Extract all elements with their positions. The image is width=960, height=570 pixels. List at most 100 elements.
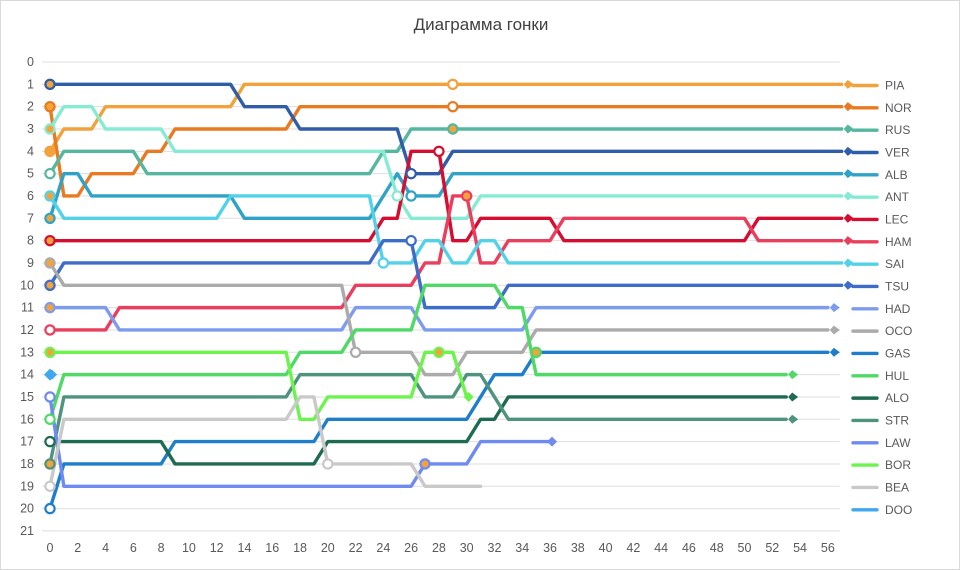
- legend-item-HAD: HAD: [851, 302, 911, 316]
- retire-diamond-BOR: [463, 391, 474, 402]
- y-tick-label: 3: [27, 122, 34, 136]
- x-tick-label: 28: [432, 541, 446, 555]
- driver-line-RUS: [48, 127, 844, 176]
- legend-item-ANT: ANT: [851, 190, 910, 204]
- x-tick-label: 30: [460, 541, 474, 555]
- finish-arrow-VER: [843, 146, 854, 156]
- pit-marker-HAM: [461, 190, 473, 202]
- legend-item-PIA: PIA: [851, 79, 904, 93]
- legend-label-TSU: TSU: [885, 279, 909, 293]
- start-marker-PIA: [44, 145, 56, 158]
- start-marker-BEA: [44, 480, 56, 492]
- pit-marker-LAW: [419, 458, 431, 470]
- y-tick-label: 19: [20, 479, 34, 493]
- legend-item-LAW: LAW: [851, 436, 911, 450]
- driver-line-TSU: [48, 238, 844, 310]
- x-tick-label: 34: [515, 541, 529, 555]
- start-marker-OCO: [44, 257, 56, 269]
- finish-arrow-NOR: [843, 102, 854, 112]
- driver-line-ALB: [48, 171, 844, 221]
- driver-line-OCO: [48, 261, 830, 377]
- legend-label-HUL: HUL: [885, 369, 909, 383]
- legend-item-OCO: OCO: [851, 324, 912, 338]
- x-tick-label: 18: [293, 541, 307, 555]
- start-marker-DOO: [44, 368, 56, 381]
- y-tick-label: 1: [27, 77, 34, 91]
- driver-line-ANT: [48, 104, 844, 221]
- legend-label-ALB: ALB: [885, 168, 908, 182]
- x-tick-label: 20: [321, 541, 335, 555]
- x-tick-label: 16: [265, 541, 279, 555]
- pit-marker-BEA: [322, 458, 334, 470]
- legend-item-RUS: RUS: [851, 123, 910, 137]
- start-marker-HUL: [44, 413, 56, 425]
- pit-marker-NOR: [447, 100, 459, 113]
- x-tick-label: 50: [738, 541, 752, 555]
- y-tick-label: 5: [27, 167, 34, 181]
- y-tick-label: 14: [20, 368, 34, 382]
- pit-marker-RUS: [447, 123, 459, 135]
- x-tick-label: 4: [102, 541, 109, 555]
- y-tick-label: 11: [21, 301, 34, 315]
- legend-item-VER: VER: [851, 145, 910, 159]
- x-tick-label: 52: [765, 541, 779, 555]
- legend: PIA NOR RUS VER ALB ANT LEC HAM SAI TSU HAD OCO GAS H…: [851, 79, 912, 517]
- legend-item-HAM: HAM: [851, 235, 912, 249]
- x-tick-label: 10: [182, 541, 196, 555]
- start-marker-HAD: [44, 301, 56, 314]
- driver-line-SAI: [48, 194, 844, 265]
- legend-item-NOR: NOR: [851, 101, 912, 115]
- driver-line-ALO: [48, 395, 788, 466]
- x-tick-label: 46: [682, 541, 696, 555]
- legend-label-DOO: DOO: [885, 503, 912, 517]
- y-tick-label: 8: [27, 234, 34, 248]
- legend-label-GAS: GAS: [885, 346, 910, 360]
- y-tick-label: 16: [20, 412, 34, 426]
- y-tick-label: 15: [20, 390, 34, 404]
- finish-arrow-PIA: [843, 79, 854, 89]
- legend-label-LEC: LEC: [885, 212, 909, 226]
- driver-line-GAS: [48, 350, 830, 511]
- driver-line-LAW: [48, 395, 552, 488]
- pit-marker-SAI: [377, 257, 390, 269]
- legend-label-ALO: ALO: [885, 391, 909, 405]
- finish-arrow-ALB: [843, 169, 854, 179]
- start-marker-NOR: [44, 100, 56, 113]
- finish-arrow-HUL: [788, 370, 799, 380]
- start-marker-STR: [44, 458, 56, 470]
- pit-marker-BOR: [433, 346, 445, 358]
- finish-arrow-TSU: [843, 280, 854, 290]
- retire-diamond-LAW: [547, 436, 558, 447]
- x-tick-label: 56: [821, 541, 835, 555]
- x-tick-label: 36: [543, 541, 557, 555]
- driver-lines: [48, 82, 844, 511]
- pit-marker-ANT: [391, 190, 403, 202]
- y-tick-label: 9: [27, 256, 34, 270]
- x-tick-label: 26: [404, 541, 418, 555]
- start-marker-LEC: [44, 234, 56, 247]
- y-tick-label: 20: [20, 502, 34, 516]
- x-tick-label: 42: [626, 541, 640, 555]
- finish-arrow-HAD: [829, 303, 840, 313]
- start-marker-ANT: [44, 123, 56, 135]
- driver-line-HUL: [48, 283, 788, 421]
- finish-arrow-GAS: [829, 347, 840, 357]
- driver-line-BEA: [48, 395, 483, 488]
- start-marker-TSU: [44, 279, 56, 291]
- pit-marker-PIA: [447, 78, 459, 91]
- legend-label-SAI: SAI: [885, 257, 904, 271]
- start-marker-RUS: [44, 167, 56, 180]
- finish-arrow-OCO: [829, 325, 840, 335]
- y-tick-label: 13: [20, 345, 34, 359]
- legend-label-HAD: HAD: [885, 302, 911, 316]
- x-tick-label: 24: [376, 541, 390, 555]
- finish-arrow-ALO: [788, 392, 799, 402]
- driver-line-PIA: [48, 82, 844, 154]
- y-tick-label: 18: [20, 457, 34, 471]
- finish-arrow-LEC: [843, 213, 854, 223]
- x-axis: 0 2 4 6 8 10 12 14 16 18 20 22 24 26 28 30 32 34 36 38 40 42 4…: [47, 541, 835, 555]
- y-tick-label: 21: [20, 524, 34, 538]
- driver-line-BOR: [48, 350, 469, 421]
- legend-label-BOR: BOR: [885, 458, 911, 472]
